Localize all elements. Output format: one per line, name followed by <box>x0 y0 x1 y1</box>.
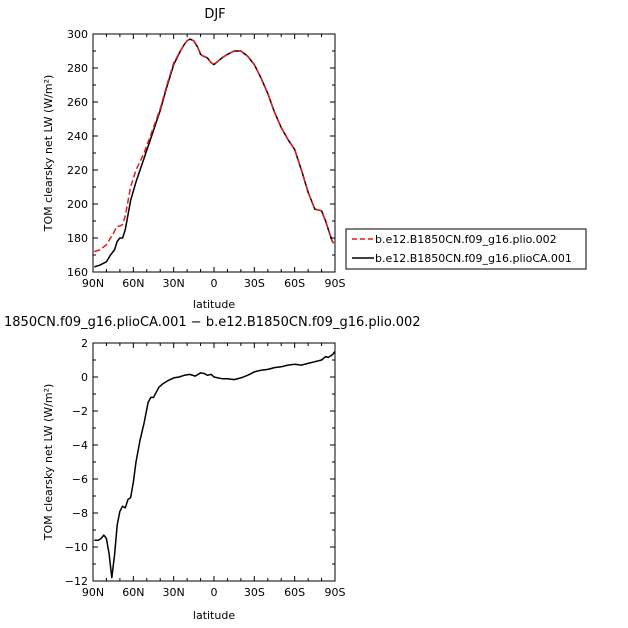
x-tick-label: 60N <box>122 586 144 599</box>
y-tick-label: −2 <box>72 405 88 418</box>
x-tick-label: 0 <box>211 586 218 599</box>
y-axis-label: TOM clearsky net LW (W/m²) <box>42 384 55 542</box>
plot-frame <box>92 342 336 582</box>
y-tick-label: 0 <box>81 371 88 384</box>
series-line-0 <box>94 351 336 579</box>
y-axis-label: TOM clearsky net LW (W/m²) <box>42 75 55 233</box>
x-tick-label: 30S <box>244 586 265 599</box>
y-tick-label: −8 <box>72 507 88 520</box>
y-tick-label: 2 <box>81 337 88 350</box>
x-tick-label: 30N <box>163 586 185 599</box>
x-tick-label: 0 <box>211 277 218 290</box>
y-tick-label: −6 <box>72 473 88 486</box>
x-tick-label: 90S <box>325 586 346 599</box>
series-line-1 <box>94 38 335 268</box>
y-tick-label: 220 <box>67 164 88 177</box>
y-tick-label: −4 <box>72 439 88 452</box>
legend-box <box>345 228 587 270</box>
x-tick-label: 30S <box>244 277 265 290</box>
y-tick-label: 160 <box>67 266 88 279</box>
x-tick-label: 30N <box>163 277 185 290</box>
y-tick-label: 240 <box>67 130 88 143</box>
series-line-0 <box>94 38 335 253</box>
chart-panel-difference: 1850CN.f09_g16.plioCA.001 − b.e12.B1850C… <box>4 315 421 622</box>
legend-label-plio: b.e12.B1850CN.f09_g16.plio.002 <box>375 233 557 246</box>
plot-frame <box>92 33 336 273</box>
y-tick-label: 180 <box>67 232 88 245</box>
legend: b.e12.B1850CN.f09_g16.plio.002 b.e12.B18… <box>345 228 587 270</box>
legend-label-plioca: b.e12.B1850CN.f09_g16.plioCA.001 <box>375 252 572 265</box>
x-tick-label: 90S <box>325 277 346 290</box>
x-tick-label: 90N <box>82 277 104 290</box>
chart-panel-climatology: DJF 90N 60N 30N 0 30S 60S 90S 160 180 200 220 240 26… <box>42 7 346 311</box>
x-tick-label: 60S <box>284 586 305 599</box>
y-tick-label: 300 <box>67 28 88 41</box>
x-axis-label: latitude <box>193 298 235 311</box>
y-tick-label: 280 <box>67 62 88 75</box>
x-axis-label: latitude <box>193 609 235 622</box>
x-tick-label: 60N <box>122 277 144 290</box>
y-tick-label: −12 <box>65 575 88 588</box>
chart-title: 1850CN.f09_g16.plioCA.001 − b.e12.B1850C… <box>4 315 421 330</box>
y-tick-label: −10 <box>65 541 88 554</box>
x-tick-label: 90N <box>82 586 104 599</box>
y-tick-label: 260 <box>67 96 88 109</box>
y-tick-label: 200 <box>67 198 88 211</box>
x-tick-label: 60S <box>284 277 305 290</box>
chart-title: DJF <box>204 7 225 22</box>
